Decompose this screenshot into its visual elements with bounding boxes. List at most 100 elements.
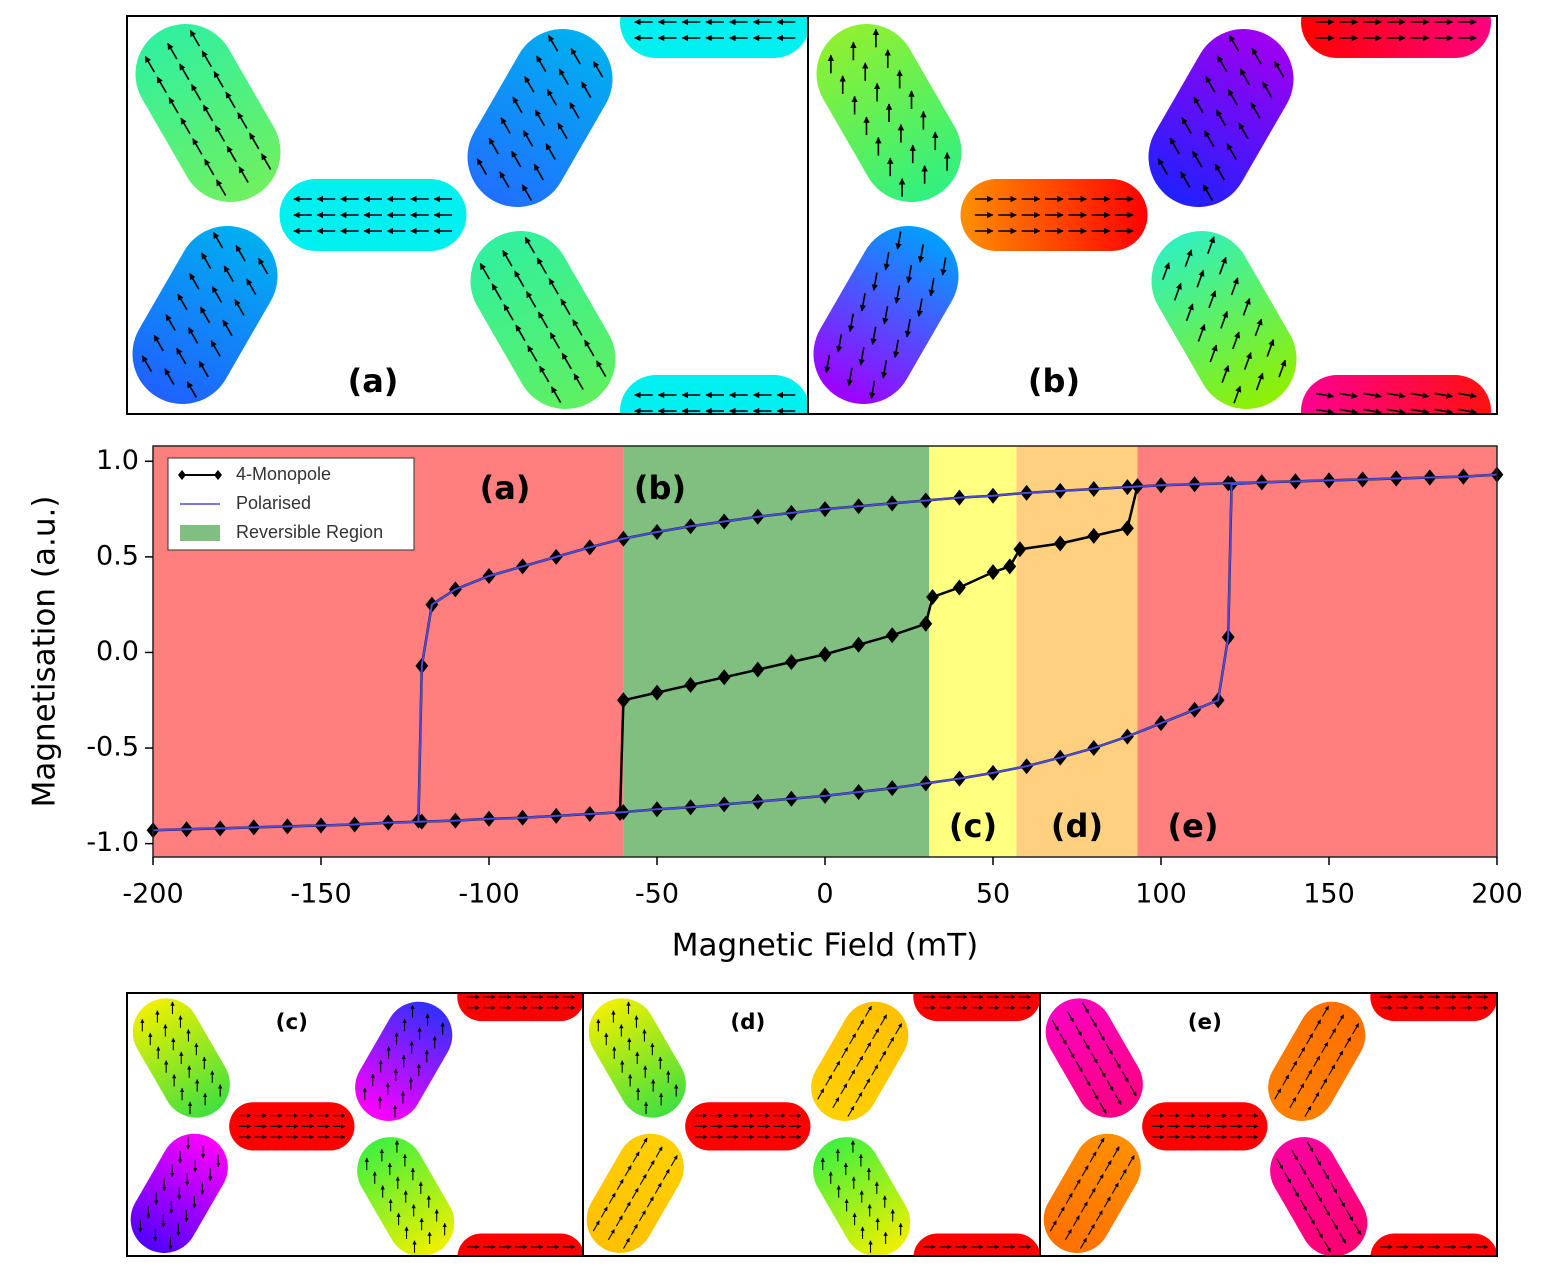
spin-arrow bbox=[167, 42, 178, 60]
data-point bbox=[885, 627, 899, 644]
spin-arrow bbox=[214, 125, 226, 142]
panel: (d) bbox=[583, 993, 1040, 1256]
panel-label: (b) bbox=[1028, 362, 1080, 400]
spin-arrow bbox=[569, 102, 580, 119]
spin-arrow bbox=[153, 334, 164, 352]
spin-arrow bbox=[364, 1157, 369, 1171]
panel-label: (e) bbox=[1188, 1010, 1222, 1035]
spin-arrow bbox=[546, 89, 558, 106]
y-axis-label: Magnetisation (a.u.) bbox=[27, 496, 63, 808]
panel-content: (b) bbox=[813, 16, 1491, 428]
spin-arrow bbox=[1162, 262, 1170, 281]
x-tick-label: 0 bbox=[816, 879, 833, 910]
region bbox=[1137, 446, 1497, 857]
spin-arrow bbox=[1304, 1105, 1312, 1117]
spin-arrow bbox=[141, 355, 153, 372]
spin-arrow bbox=[1228, 34, 1240, 52]
spin-arrow bbox=[1180, 171, 1191, 188]
spin-arrow bbox=[851, 1176, 856, 1189]
spin-arrow bbox=[1205, 76, 1216, 93]
spin-arrow bbox=[646, 1196, 654, 1208]
x-tick-label: 100 bbox=[1135, 879, 1187, 910]
spin-arrow bbox=[1065, 1192, 1073, 1204]
region-label: (b) bbox=[634, 469, 686, 507]
spin-arrow bbox=[1363, 392, 1382, 399]
spin-arrow bbox=[408, 1077, 413, 1090]
spin-arrow bbox=[1230, 277, 1239, 296]
spin-arrow bbox=[1049, 1220, 1057, 1232]
spin-arrow bbox=[1105, 1043, 1113, 1055]
spin-arrow bbox=[536, 55, 547, 73]
spin-arrow bbox=[176, 347, 187, 365]
spin-arrow bbox=[1322, 1005, 1329, 1017]
spin-arrow bbox=[841, 1047, 849, 1059]
spin-arrow bbox=[883, 251, 890, 271]
spin-arrow bbox=[1221, 365, 1230, 383]
spin-arrow bbox=[558, 68, 569, 86]
spin-arrow bbox=[630, 1224, 638, 1236]
legend-label: 4-Monopole bbox=[236, 464, 331, 484]
nanoisland bbox=[620, 16, 808, 58]
spin-arrow bbox=[1434, 408, 1453, 414]
spin-arrow bbox=[393, 1068, 398, 1082]
spin-arrow bbox=[385, 1082, 390, 1095]
spin-arrow bbox=[524, 76, 535, 93]
spin-arrow bbox=[1315, 408, 1335, 414]
spin-arrow bbox=[138, 1219, 143, 1233]
spin-arrow bbox=[561, 352, 572, 370]
x-tick-label: -150 bbox=[290, 879, 351, 910]
region bbox=[929, 446, 1017, 857]
spin-arrow bbox=[882, 1195, 887, 1208]
spin-arrow bbox=[852, 1212, 857, 1226]
spin-arrow bbox=[873, 82, 881, 102]
spin-arrow bbox=[193, 1159, 198, 1173]
data-point bbox=[986, 564, 1000, 581]
panel-content: (e) bbox=[1043, 993, 1497, 1256]
spin-arrow bbox=[928, 277, 935, 297]
spin-arrow bbox=[836, 334, 843, 353]
spin-arrow bbox=[491, 283, 502, 301]
spin-arrow bbox=[1239, 68, 1250, 86]
panel: (a) bbox=[127, 16, 808, 414]
spin-arrow bbox=[210, 1070, 215, 1083]
spin-arrow bbox=[168, 1237, 173, 1250]
spin-arrow bbox=[156, 76, 167, 94]
spin-arrow bbox=[634, 1015, 639, 1028]
spin-arrow bbox=[611, 1010, 616, 1023]
spin-arrow bbox=[226, 145, 237, 163]
spin-arrow bbox=[655, 1146, 663, 1158]
legend-label: Reversible Region bbox=[236, 522, 383, 542]
nanoisland bbox=[1043, 1133, 1141, 1253]
spin-arrow bbox=[840, 1083, 848, 1095]
spin-arrow bbox=[146, 1206, 151, 1219]
spin-arrow bbox=[168, 97, 179, 114]
spin-arrow bbox=[362, 1087, 367, 1101]
spin-arrow bbox=[1227, 89, 1239, 106]
spin-arrow bbox=[525, 291, 537, 308]
spin-arrow bbox=[1243, 352, 1252, 370]
data-point bbox=[1087, 527, 1101, 544]
spin-arrow bbox=[512, 96, 523, 114]
panel: (c) bbox=[127, 993, 583, 1256]
spin-arrow bbox=[218, 1084, 223, 1097]
region bbox=[623, 446, 930, 857]
spin-arrow bbox=[502, 249, 513, 267]
spin-arrow bbox=[1276, 1158, 1284, 1170]
data-point bbox=[1121, 520, 1134, 537]
spin-arrow bbox=[1291, 1149, 1299, 1161]
spin-arrow bbox=[827, 54, 835, 74]
data-point bbox=[751, 661, 765, 678]
spin-arrow bbox=[425, 1013, 430, 1027]
spin-arrow bbox=[1226, 143, 1237, 160]
data-point bbox=[1013, 541, 1027, 558]
spin-arrow bbox=[557, 122, 568, 140]
spin-arrow bbox=[1411, 425, 1429, 428]
spin-arrow bbox=[1066, 1011, 1074, 1023]
spin-arrow bbox=[832, 1097, 840, 1109]
region-label: (c) bbox=[949, 807, 997, 845]
spin-arrow bbox=[1209, 344, 1218, 363]
spin-arrow bbox=[619, 1023, 624, 1037]
spin-arrow bbox=[1289, 1097, 1297, 1109]
spin-arrow bbox=[883, 1231, 888, 1245]
spin-arrow bbox=[892, 339, 900, 359]
